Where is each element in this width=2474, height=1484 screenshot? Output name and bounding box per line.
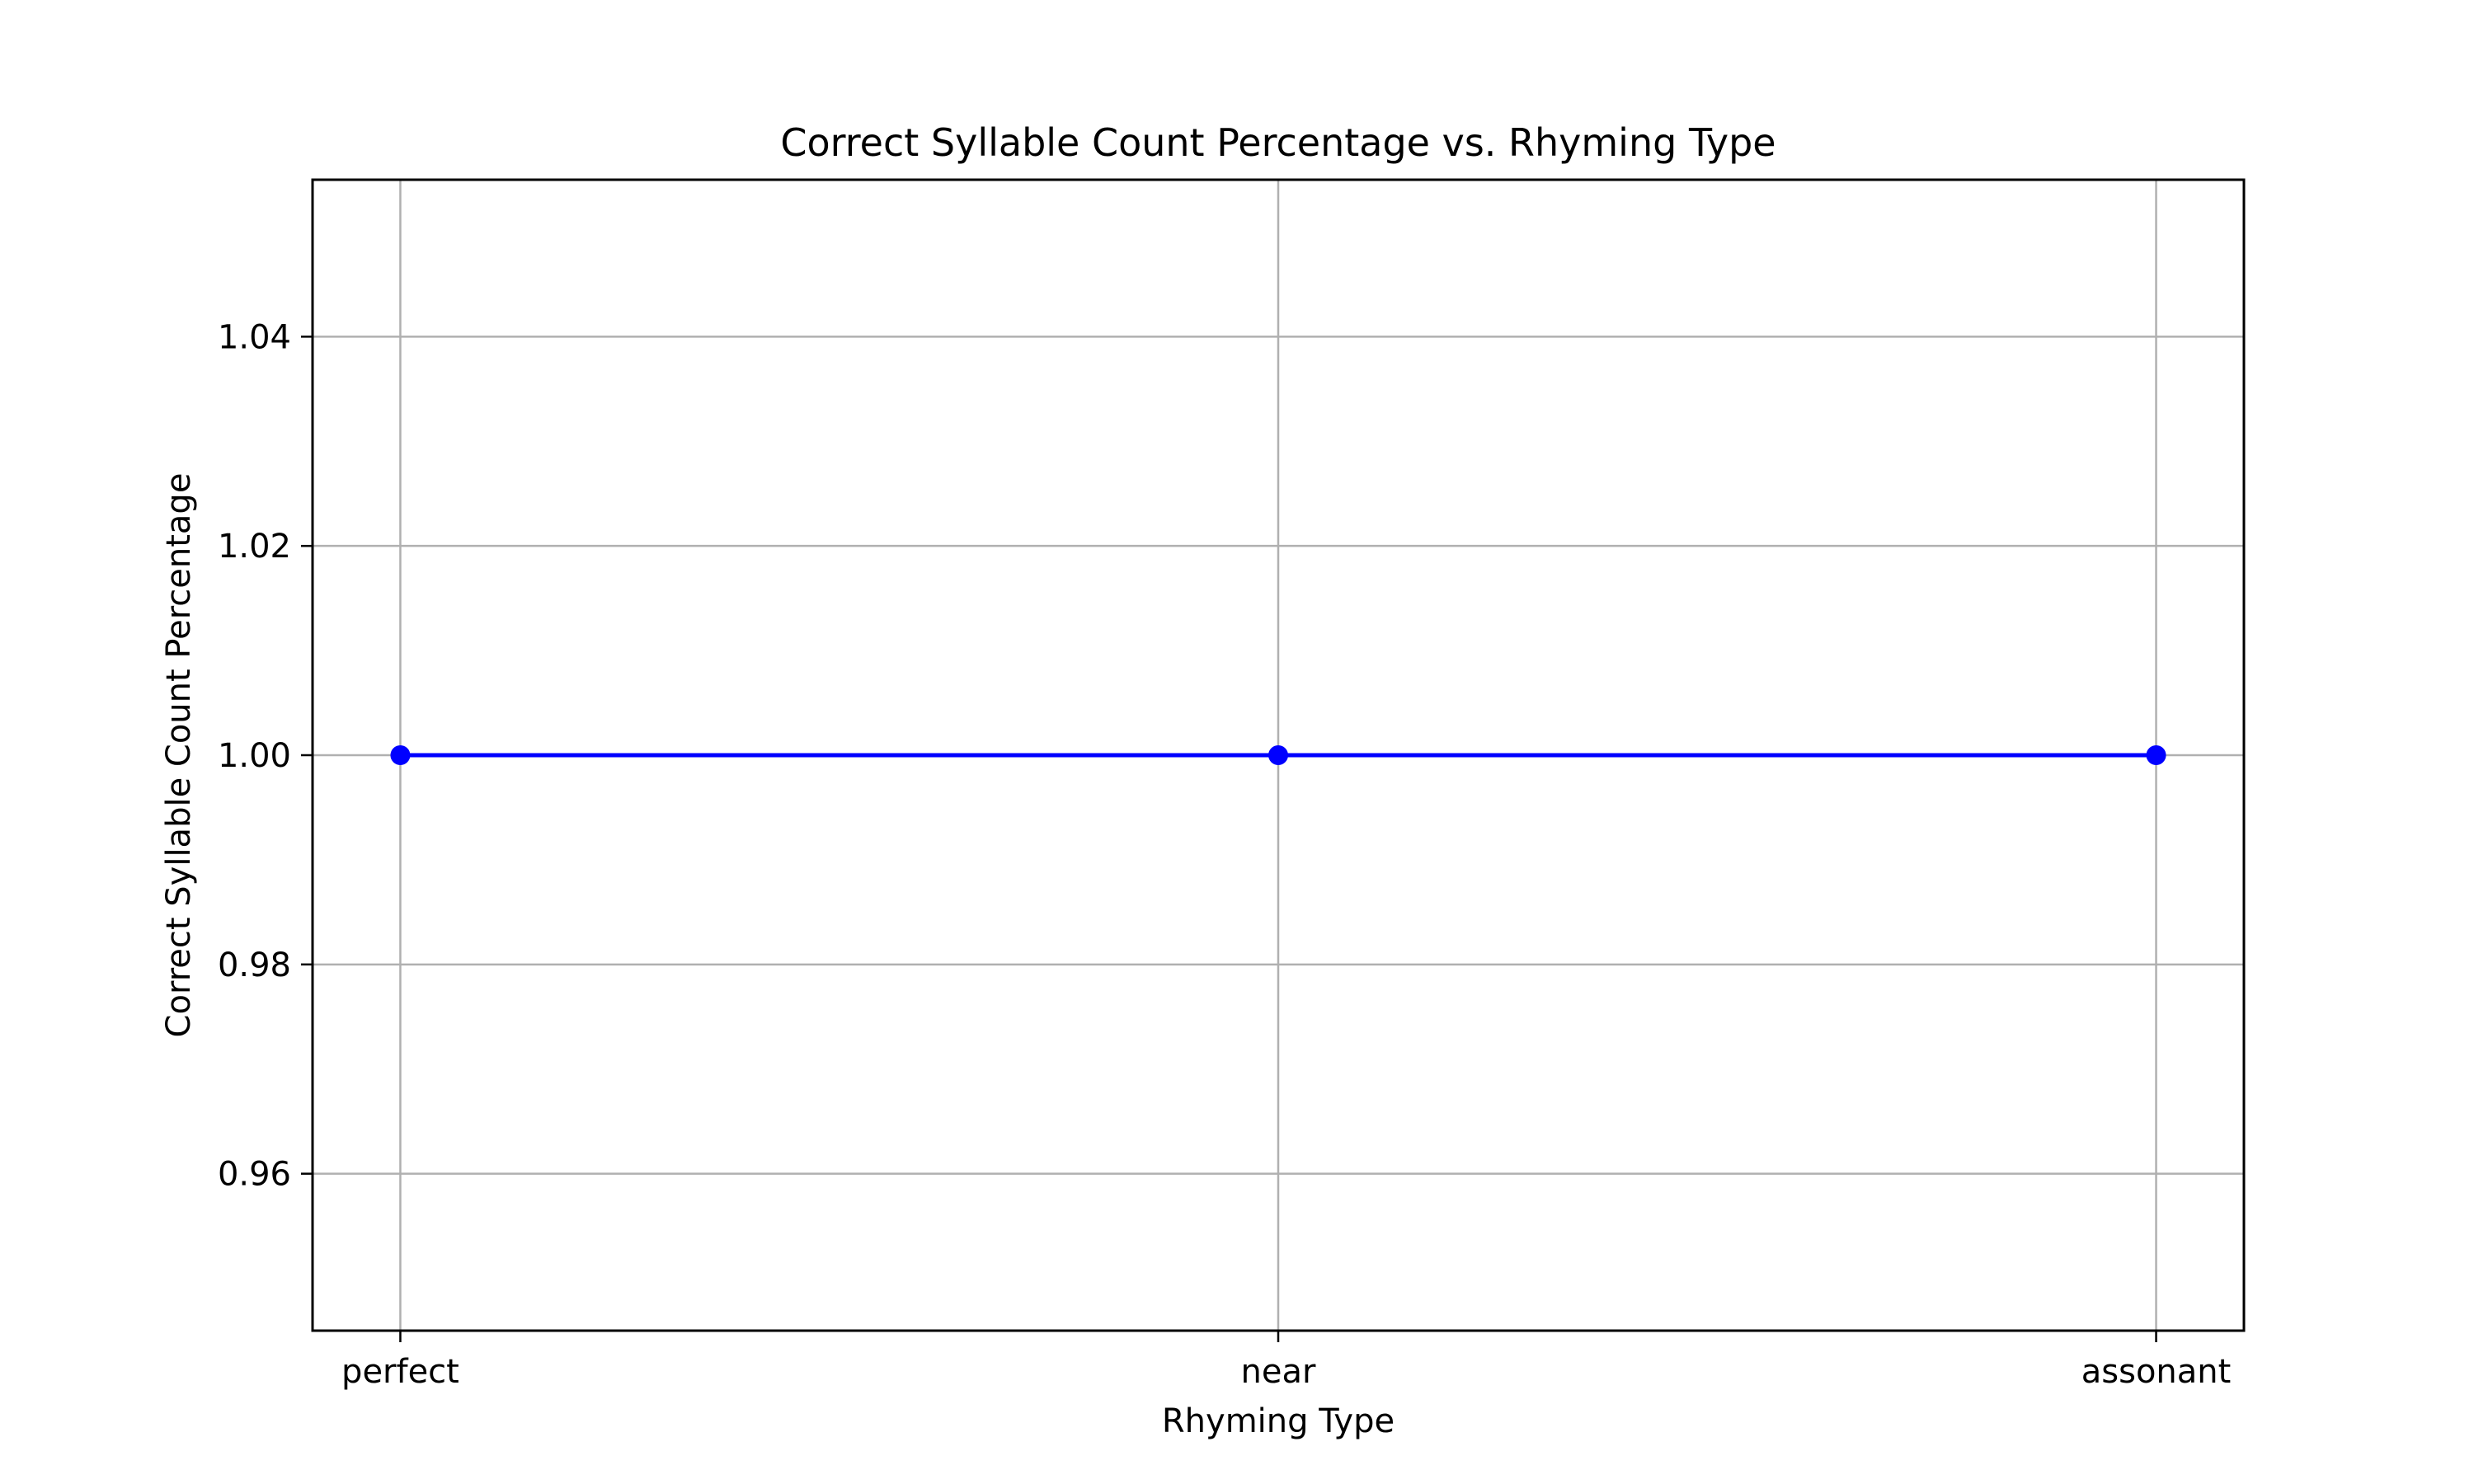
data-point-assonant (2146, 745, 2166, 765)
y-tick-label: 1.02 (218, 528, 291, 566)
y-tick-label: 0.98 (218, 946, 291, 984)
x-tick-label-near: near (1241, 1353, 1316, 1391)
axis-ticks: perfect near assonant 0.96 0.98 1.00 1.02 1.04 (218, 318, 2231, 1391)
x-tick-label-perfect: perfect (341, 1353, 459, 1391)
series-layer (390, 745, 2166, 765)
chart-title: Correct Syllable Count Percentage vs. Rh… (780, 120, 1776, 165)
y-tick-label: 0.96 (218, 1156, 291, 1194)
x-tick-label-assonant: assonant (2081, 1353, 2232, 1391)
data-point-near (1268, 745, 1288, 765)
y-tick-label: 1.04 (218, 318, 291, 356)
x-axis-label: Rhyming Type (1162, 1402, 1395, 1440)
y-axis-label: Correct Syllable Count Percentage (160, 473, 198, 1038)
y-tick-label: 1.00 (218, 737, 291, 775)
data-point-perfect (390, 745, 411, 765)
